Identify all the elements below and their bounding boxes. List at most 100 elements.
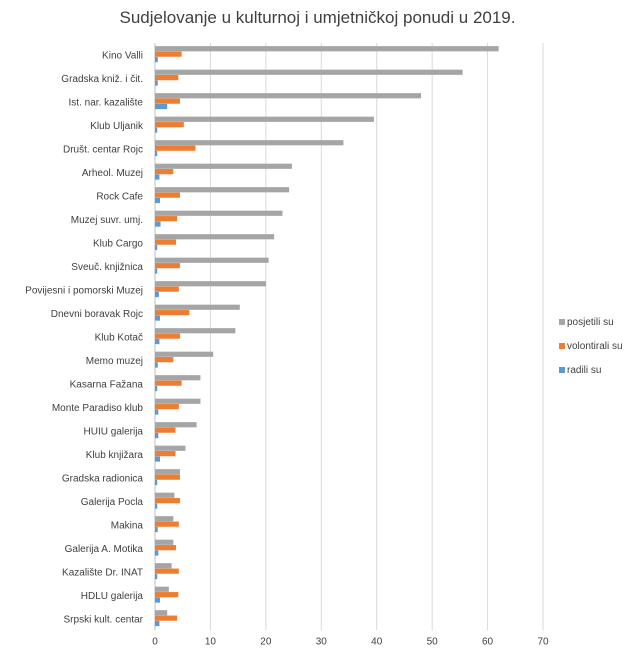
bar-volontirali-su (155, 216, 177, 221)
category-label: Srpski kult. centar (64, 614, 144, 625)
x-tick-label: 20 (260, 637, 272, 648)
bar-posjetili-su (155, 352, 213, 357)
category-label: Klub Cargo (93, 238, 143, 249)
x-tick-label: 10 (205, 637, 217, 648)
category-label: Makina (111, 520, 144, 531)
x-axis-ticks: 0 10 20 30 40 50 60 70 (152, 637, 549, 648)
bar-posjetili-su (155, 399, 200, 404)
category-label: Klub Uljanik (90, 121, 144, 132)
bar-volontirali-su (155, 545, 176, 550)
category-label: Arheol. Muzej (82, 168, 143, 179)
bar-radili-su (155, 386, 157, 391)
category-label: Gradska kniž. i čit. (61, 74, 143, 85)
x-tick-label: 60 (482, 637, 494, 648)
bar-posjetili-su (155, 305, 240, 310)
bar-volontirali-su (155, 451, 176, 456)
category-label: Ist. nar. kazalište (69, 97, 144, 108)
bar-volontirali-su (155, 287, 179, 292)
bar-posjetili-su (155, 187, 289, 192)
bar-radili-su (155, 268, 157, 273)
bar-posjetili-su (155, 610, 167, 615)
bar-volontirali-su (155, 99, 180, 104)
bar-posjetili-su (155, 164, 292, 169)
bar-radili-su (155, 503, 157, 508)
bar-volontirali-su (155, 334, 180, 339)
bar-volontirali-su (155, 310, 189, 315)
bar-posjetili-su (155, 211, 282, 216)
bar-volontirali-su (155, 146, 195, 151)
x-tick-label: 40 (371, 637, 383, 648)
bar-volontirali-su (155, 404, 179, 409)
bar-radili-su (155, 315, 160, 320)
bar-posjetili-su (155, 446, 185, 451)
bar-volontirali-su (155, 240, 176, 245)
bar-posjetili-su (155, 70, 463, 75)
bar-volontirali-su (155, 498, 180, 503)
bar-radili-su (155, 480, 157, 485)
category-label: Povijesni i pomorski Muzej (25, 285, 143, 296)
bar-radili-su (155, 433, 158, 438)
bar-posjetili-su (155, 328, 235, 333)
bar-posjetili-su (155, 563, 172, 568)
bar-volontirali-su (155, 475, 180, 480)
legend: posjetili su volontirali su radili su (559, 317, 623, 376)
bar-posjetili-su (155, 117, 374, 122)
x-tick-label: 70 (537, 637, 549, 648)
bar-radili-su (155, 57, 158, 62)
legend-label: volontirali su (567, 341, 623, 352)
legend-swatch (559, 367, 565, 373)
category-label: Dnevni boravak Rojc (51, 309, 143, 320)
bar-radili-su (155, 527, 158, 532)
bar-volontirali-su (155, 52, 182, 57)
bar-radili-su (155, 104, 167, 109)
bar-radili-su (155, 198, 160, 203)
bar-radili-su (155, 362, 158, 367)
category-labels: Kino Valli Gradska kniž. i čit. Ist. nar. … (25, 50, 144, 625)
category-label: Društ. centar Rojc (63, 144, 143, 155)
bar-posjetili-su (155, 234, 274, 239)
bar-posjetili-su (155, 281, 266, 286)
bar-volontirali-su (155, 122, 184, 127)
bar-posjetili-su (155, 493, 174, 498)
category-label: Kino Valli (102, 50, 143, 61)
bar-posjetili-su (155, 46, 499, 51)
bar-volontirali-su (155, 381, 182, 386)
category-label: Galerija A. Motika (65, 544, 144, 555)
bar-posjetili-su (155, 258, 269, 263)
category-label: Monte Paradiso klub (52, 403, 144, 414)
bar-radili-su (155, 221, 161, 226)
category-label: Klub knjižara (86, 450, 144, 461)
bar-posjetili-su (155, 93, 421, 98)
bar-radili-su (155, 245, 157, 250)
bar-posjetili-su (155, 469, 180, 474)
bar-posjetili-su (155, 540, 173, 545)
legend-label: posjetili su (567, 317, 614, 328)
bars (155, 46, 499, 626)
bar-radili-su (155, 621, 159, 626)
bar-posjetili-su (155, 516, 173, 521)
bar-radili-su (155, 80, 158, 85)
bar-volontirali-su (155, 592, 178, 597)
legend-swatch (559, 319, 565, 325)
category-label: HUIU galerija (84, 426, 144, 437)
bar-volontirali-su (155, 75, 178, 80)
category-label: Memo muzej (86, 356, 143, 367)
bar-radili-su (155, 127, 157, 132)
bar-radili-su (155, 597, 160, 602)
bar-posjetili-su (155, 375, 200, 380)
bar-radili-su (155, 550, 158, 555)
bar-volontirali-su (155, 193, 180, 198)
bar-volontirali-su (155, 169, 173, 174)
category-label: Rock Cafe (96, 191, 143, 202)
x-tick-label: 30 (316, 637, 328, 648)
x-tick-label: 50 (427, 637, 439, 648)
bar-volontirali-su (155, 428, 176, 433)
x-tick-label: 0 (152, 637, 158, 648)
bar-radili-su (155, 151, 157, 156)
category-label: Galerija Pocla (81, 497, 144, 508)
bar-radili-su (155, 339, 159, 344)
bar-radili-su (155, 574, 157, 579)
legend-label: radili su (567, 365, 601, 376)
bar-radili-su (155, 456, 160, 461)
